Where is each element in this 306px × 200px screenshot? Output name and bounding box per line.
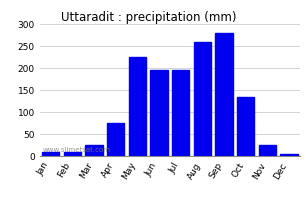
Bar (172, 70, 189, 156)
Bar (42, 152, 59, 156)
Bar (129, 57, 146, 156)
Bar (280, 154, 298, 156)
Bar (259, 145, 276, 156)
Bar (85, 145, 103, 156)
Bar (215, 33, 233, 156)
Bar (64, 152, 81, 156)
Bar (150, 70, 168, 156)
Text: www.siimetsat.com: www.siimetsat.com (42, 147, 110, 153)
Bar (237, 97, 254, 156)
Text: Uttaradit : precipitation (mm): Uttaradit : precipitation (mm) (61, 11, 236, 24)
Bar (107, 123, 124, 156)
Bar (194, 42, 211, 156)
